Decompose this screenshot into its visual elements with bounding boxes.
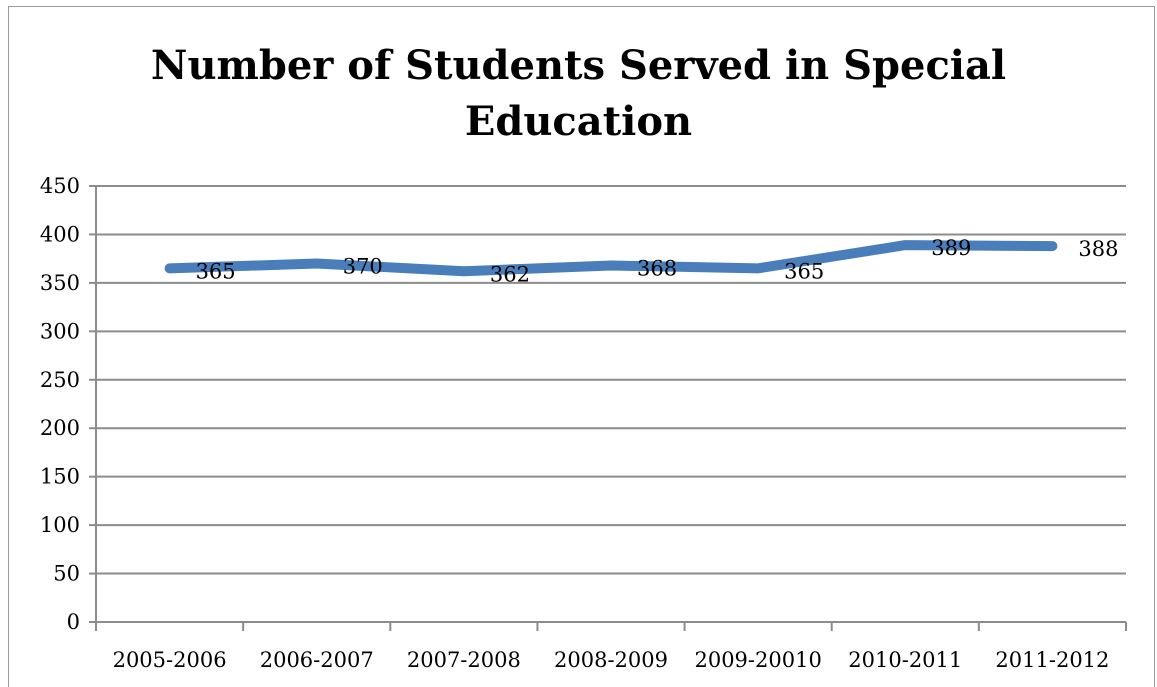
x-tick-label: 2010-2011 <box>848 648 962 672</box>
x-tick-label: 2011-2012 <box>995 648 1109 672</box>
y-tick-label: 450 <box>40 174 80 198</box>
y-tick-label: 400 <box>40 222 80 246</box>
y-tick-label: 0 <box>67 610 80 634</box>
data-label: 389 <box>931 236 971 260</box>
y-tick-label: 150 <box>40 465 80 489</box>
data-label: 368 <box>637 256 677 280</box>
data-labels: 365 370 362 368 365 389 388 <box>196 236 1119 286</box>
data-label: 365 <box>784 259 824 283</box>
y-tick-label: 50 <box>53 562 80 586</box>
x-tick-label: 2009-20010 <box>694 648 821 672</box>
data-label: 362 <box>490 262 530 286</box>
y-tick-label: 350 <box>40 271 80 295</box>
y-tick-label: 300 <box>40 319 80 343</box>
chart-title: Number of Students Served in Special Edu… <box>150 42 1007 145</box>
series <box>164 240 1058 277</box>
y-axis-tick-labels: 0 50 100 150 200 250 300 350 400 450 <box>40 174 80 634</box>
series-line <box>164 240 1058 277</box>
axes <box>89 185 1127 631</box>
data-label: 388 <box>1078 237 1118 261</box>
x-axis-tick-labels: 2005-2006 2006-2007 2007-2008 2008-2009 2009… <box>113 648 1110 672</box>
x-tick-label: 2006-2007 <box>260 648 374 672</box>
data-label: 365 <box>196 259 236 283</box>
y-tick-label: 250 <box>40 368 80 392</box>
y-tick-label: 100 <box>40 513 80 537</box>
gridlines <box>96 185 1126 623</box>
x-tick-label: 2007-2008 <box>407 648 521 672</box>
x-tick-label: 2008-2009 <box>554 648 668 672</box>
y-tick-label: 200 <box>40 416 80 440</box>
x-tick-label: 2005-2006 <box>113 648 227 672</box>
data-label: 370 <box>343 255 383 279</box>
